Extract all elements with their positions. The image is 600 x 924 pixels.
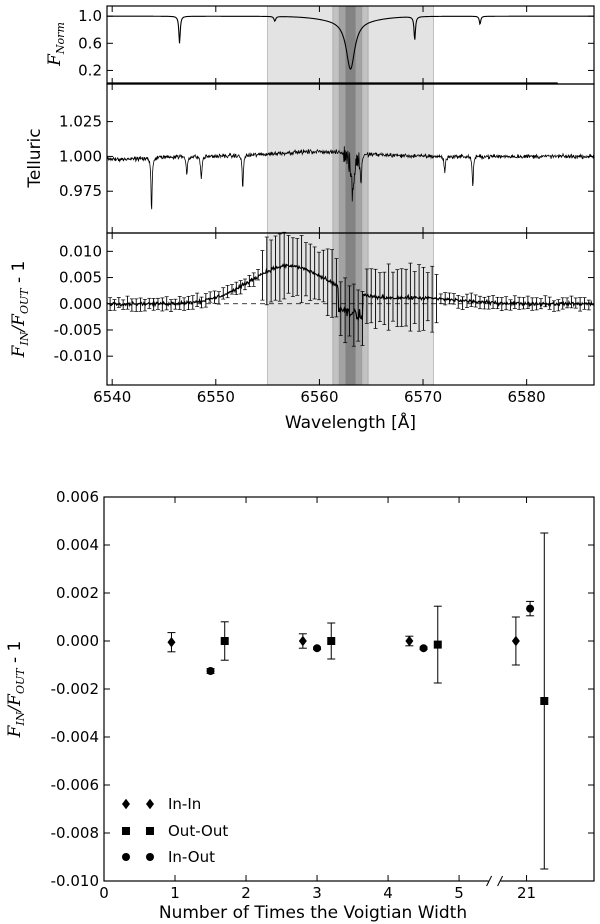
xtick-label: 21 xyxy=(517,884,536,902)
spectrum-curves xyxy=(106,15,595,347)
xtick-label: 6540 xyxy=(93,388,131,406)
ytick-label: 0.004 xyxy=(56,536,99,554)
point-circle xyxy=(206,667,215,675)
ytick-label: -0.004 xyxy=(51,728,99,746)
axis-break-mark xyxy=(497,875,504,887)
ytick-label: -0.010 xyxy=(54,347,102,365)
point-circle xyxy=(313,644,322,653)
y-axis-label-telluric: Telluric xyxy=(25,128,45,188)
point-square xyxy=(220,637,229,645)
ytick-label: 0.2 xyxy=(78,61,102,79)
ytick-label: -0.006 xyxy=(51,776,99,794)
ytick-label: 0.6 xyxy=(78,34,102,52)
legend-marker-circle xyxy=(122,853,130,861)
ytick-label: -0.002 xyxy=(51,680,99,698)
axis-break-gap xyxy=(488,878,501,884)
panel-frame-3 xyxy=(106,232,595,386)
xtick-label: 5 xyxy=(454,884,464,902)
wavelength-bands xyxy=(267,5,434,386)
xtick-label: 6550 xyxy=(197,388,235,406)
ytick-label: 0.000 xyxy=(59,295,102,313)
xtick-label: 6560 xyxy=(300,388,338,406)
xtick-label: 3 xyxy=(312,884,322,902)
ratio-line xyxy=(106,263,595,322)
y-axis-label-ratio: FIN/FOUT - 1 xyxy=(9,261,31,359)
xtick-label: 1 xyxy=(170,884,180,902)
axis-break-mark xyxy=(486,875,493,887)
legend-marker-diamond xyxy=(122,798,130,810)
ytick-label: 0.002 xyxy=(56,584,99,602)
point-diamond xyxy=(167,637,176,648)
x-axis-label: Wavelength [Å] xyxy=(285,411,416,433)
ytick-label: 0.006 xyxy=(56,488,99,506)
xtick-label: 6570 xyxy=(404,388,442,406)
point-diamond xyxy=(298,635,307,647)
ytick-label: 0.005 xyxy=(59,269,102,287)
legend-marker-square xyxy=(122,827,130,835)
telluric-line xyxy=(106,146,595,210)
point-square xyxy=(433,640,442,649)
ytick-label: 0.000 xyxy=(56,632,99,650)
point-diamond xyxy=(511,635,520,647)
xtick-label: 4 xyxy=(383,884,393,902)
ytick-label: -0.005 xyxy=(54,321,102,339)
xtick-label: 2 xyxy=(241,884,251,902)
legend-label: In-Out xyxy=(168,848,215,866)
ytick-label: 1.000 xyxy=(59,147,102,165)
legend-marker-circle xyxy=(146,853,154,861)
legend-marker-diamond xyxy=(146,798,154,810)
point-square xyxy=(540,697,549,705)
ytick-label: -0.008 xyxy=(51,824,99,842)
legend-marker-square xyxy=(146,827,154,835)
ytick-label: 0.975 xyxy=(59,182,102,200)
voigtian-panel: 0.006 0.004 0.002 0.000 -0.002 -0.004 -0.006 -0… xyxy=(5,488,595,923)
x-axis-label: Number of Times the Voigtian Width xyxy=(159,903,467,923)
point-square xyxy=(327,637,336,645)
normalized-flux-line xyxy=(107,15,594,70)
xtick-label: 0 xyxy=(99,884,109,902)
ytick-label: 1.0 xyxy=(78,7,102,25)
point-diamond xyxy=(405,635,414,647)
xtick-label: 6580 xyxy=(508,388,546,406)
y-axis-label-ratio: FIN/FOUT - 1 xyxy=(5,641,27,739)
spectra-panels: 1.0 0.6 0.2 1.025 1.000 0.975 0.010 0.005 0.000 -… xyxy=(9,5,595,433)
ytick-label: 0.010 xyxy=(59,242,102,260)
ytick-label: -0.010 xyxy=(51,872,99,890)
point-circle xyxy=(419,644,428,653)
ytick-label: 1.025 xyxy=(59,113,102,131)
legend-label: Out-Out xyxy=(168,822,228,840)
legend-label: In-In xyxy=(168,795,201,813)
point-circle xyxy=(526,604,535,613)
y-axis-label-flux: FNorm xyxy=(45,22,67,67)
